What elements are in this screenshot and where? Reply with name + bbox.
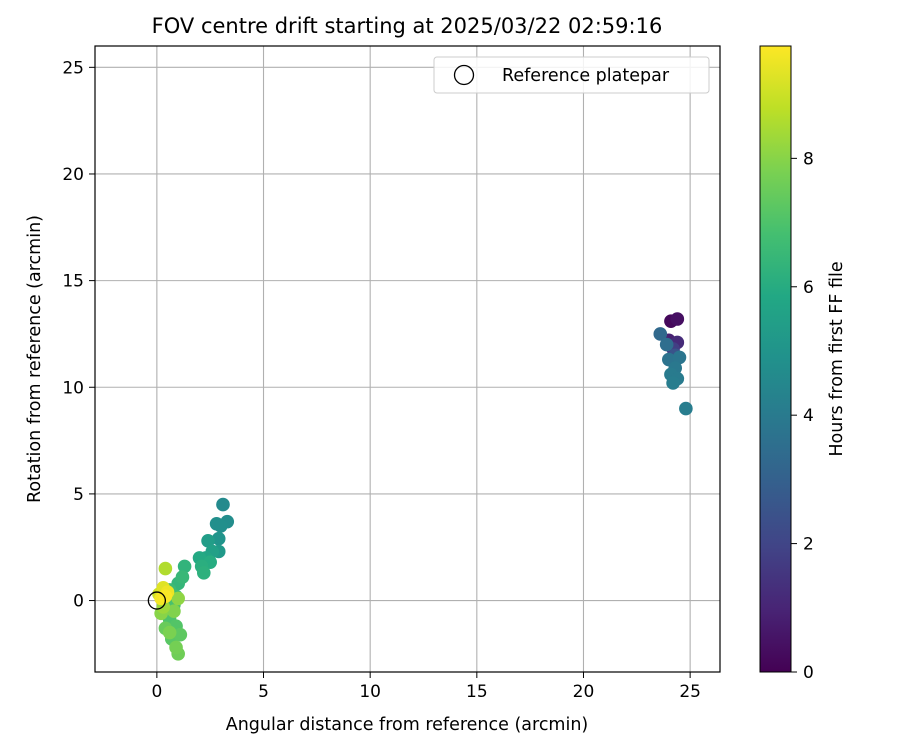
y-tick-label: 15 bbox=[62, 272, 84, 292]
data-point bbox=[211, 531, 226, 546]
data-point bbox=[679, 401, 693, 416]
x-tick-label: 15 bbox=[466, 682, 488, 702]
y-tick-label: 10 bbox=[62, 378, 84, 398]
y-tick-label: 20 bbox=[62, 165, 84, 185]
reference-platepar-marker bbox=[147, 591, 167, 610]
x-tick-label: 5 bbox=[258, 682, 269, 702]
x-tick-label: 10 bbox=[359, 682, 381, 702]
x-tick-label: 25 bbox=[679, 682, 701, 702]
colorbar-tick-label: 4 bbox=[803, 406, 814, 426]
legend: Reference platepar bbox=[433, 56, 710, 94]
colorbar-gradient bbox=[759, 45, 792, 673]
plot-frame bbox=[94, 45, 721, 673]
data-point bbox=[171, 591, 185, 606]
colorbar-tick-label: 8 bbox=[803, 149, 814, 169]
colorbar-tick-label: 6 bbox=[803, 278, 814, 298]
colorbar-ticks: 0 2 4 6 8 bbox=[791, 149, 814, 683]
legend-marker-icon bbox=[453, 64, 475, 86]
colorbar-tick-label: 0 bbox=[803, 663, 814, 683]
data-point bbox=[659, 337, 674, 352]
data-point bbox=[201, 534, 215, 548]
data-point bbox=[672, 350, 687, 365]
data-point bbox=[175, 570, 190, 584]
colorbar-label: Hours from first FF file bbox=[827, 261, 847, 456]
data-point bbox=[653, 327, 668, 341]
legend-entry-label: Reference platepar bbox=[502, 66, 670, 86]
data-point bbox=[169, 640, 183, 655]
data-point bbox=[158, 589, 173, 604]
data-point bbox=[162, 625, 177, 640]
data-point bbox=[177, 559, 192, 574]
y-tick-label: 25 bbox=[62, 58, 84, 78]
x-tick-label: 0 bbox=[151, 682, 162, 702]
colorbar: 0 2 4 6 8 Hours from first FF file bbox=[759, 45, 847, 683]
y-axis-label: Rotation from reference (arcmin) bbox=[25, 215, 45, 503]
gridlines bbox=[95, 46, 720, 672]
data-point bbox=[167, 604, 181, 619]
chart-title: FOV centre drift starting at 2025/03/22 … bbox=[152, 14, 663, 38]
data-point bbox=[173, 627, 188, 642]
data-point bbox=[158, 561, 173, 576]
x-axis-ticks: 0 5 10 15 20 25 bbox=[151, 672, 701, 702]
data-point bbox=[670, 312, 685, 326]
scatter-points bbox=[152, 312, 693, 661]
colorbar-tick-label: 2 bbox=[803, 535, 814, 555]
x-tick-label: 20 bbox=[573, 682, 595, 702]
y-tick-label: 0 bbox=[73, 592, 84, 612]
y-axis-ticks: 0 5 10 15 20 25 bbox=[62, 58, 95, 612]
data-point bbox=[666, 376, 680, 390]
data-point bbox=[216, 497, 230, 512]
y-tick-label: 5 bbox=[73, 485, 84, 505]
data-point bbox=[214, 519, 228, 533]
x-axis-label: Angular distance from reference (arcmin) bbox=[226, 715, 589, 735]
data-point bbox=[196, 566, 211, 580]
legend-box bbox=[433, 56, 710, 94]
reference-marker-layer bbox=[147, 591, 167, 610]
